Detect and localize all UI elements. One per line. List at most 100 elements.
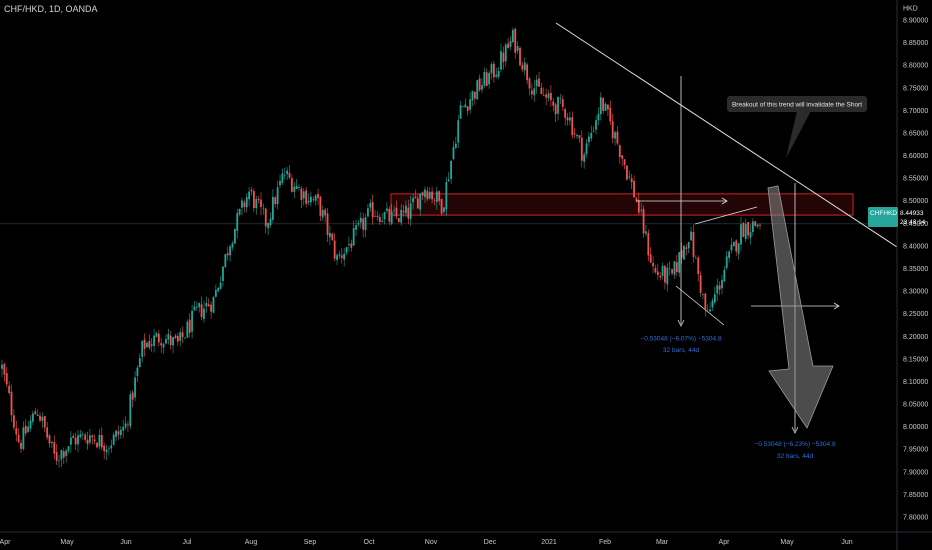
candle-body [371,202,374,218]
candle-body [747,222,750,236]
candle-body [609,107,612,122]
candle-body [702,294,704,295]
candle-body [604,103,607,111]
candle-body [395,207,398,217]
candle-body [412,197,414,203]
candle-body [704,293,707,309]
candle-body [514,28,517,53]
resistance-zone-layer [0,193,897,225]
price-tick-label: 8.70000 [903,108,928,115]
zone-horizontal-arrowhead [721,197,728,205]
candle-body [464,104,467,108]
candle-body [542,94,545,96]
candle-body [157,333,160,343]
candle-body [122,427,125,431]
candle-body [471,91,474,101]
candle-body [485,72,488,86]
candle-body [407,207,410,219]
resistance-zone[interactable] [390,193,854,216]
candle-body [507,43,510,49]
candle-body [127,423,129,425]
candle-body [633,180,635,198]
candle-body [424,189,426,198]
candle-body [626,165,628,180]
candle-body [428,191,431,199]
wedge-lower-line[interactable] [675,285,725,326]
time-tick-label: Apr [0,539,11,546]
candle-body [393,209,395,211]
candle-body [492,63,495,78]
candle-body [355,225,357,230]
candle-body [255,198,258,209]
candle-body [452,147,455,160]
drawings-layer[interactable] [555,22,898,434]
candle-body [67,446,70,451]
price-axis[interactable]: HKD 7.80000 7.85000 7.90000 7.95000 8.00000 8… [896,0,928,550]
candle-body [569,117,571,121]
candle-body [540,87,543,94]
candle-body [307,200,310,203]
candle-body [378,216,381,223]
candle-body [146,342,148,348]
last-price-countdown: 23:43:14 [900,219,926,226]
wedge-upper-line[interactable] [694,206,758,225]
callout-box[interactable]: Breakout of this trend will invalidate t… [727,96,867,158]
candle-body [338,254,341,256]
candle-body [348,244,350,245]
candle-body [523,62,526,71]
candle-body [438,191,441,201]
candle-body [405,205,407,214]
candle-body [336,255,338,260]
time-tick-label: Apr [719,539,731,546]
candle-body [642,208,645,234]
projection-arrow[interactable] [767,185,834,429]
candle-body [602,98,605,111]
candle-body [5,373,8,385]
candle-body [62,451,65,458]
candle-body [93,439,96,442]
candle-body [210,304,212,312]
measure-1-bars: 32 bars, 44d [663,347,700,354]
candle-body [668,268,671,270]
candle-body [376,215,379,218]
candle-body [77,435,79,445]
candle-body [735,240,738,252]
candle-body [110,445,113,449]
candle-body [155,333,158,337]
candle-body [759,224,761,226]
candle-body [34,411,37,415]
candle-body [535,79,538,87]
price-tick-label: 8.10000 [903,379,928,386]
candle-body [526,64,529,81]
candle-body [226,253,229,256]
candle-body [148,340,151,348]
candle-body [585,143,588,155]
time-axis[interactable]: Apr May Jun Jul Aug Sep Oct Nov Dec 2021 Feb Mar Apr… [0,531,932,546]
candle-body [160,343,163,346]
candle-body [583,154,586,162]
candle-body [742,222,745,237]
descending-trendline[interactable] [555,22,898,248]
candle-body [179,332,182,341]
price-tick-label: 8.25000 [903,311,928,318]
candle-body [488,72,491,85]
candle-body [91,435,94,438]
candle-body [611,121,614,139]
time-tick-label: Mar [656,539,669,546]
candle-body [86,439,89,445]
measure-2-value: −0.53048 (−6.23%) −5304.8 [754,441,836,448]
last-price-symbol: CHFHKD [870,210,897,217]
candle-body [550,92,552,101]
candle-body [687,241,690,249]
candle-body [22,427,25,449]
candle-body [184,337,186,339]
candle-body [545,94,548,98]
candle-body [533,88,536,96]
candle-body [274,197,277,205]
candle-body [302,191,305,199]
candle-body [364,217,367,231]
candle-body [29,420,32,429]
candle-body [27,426,30,432]
